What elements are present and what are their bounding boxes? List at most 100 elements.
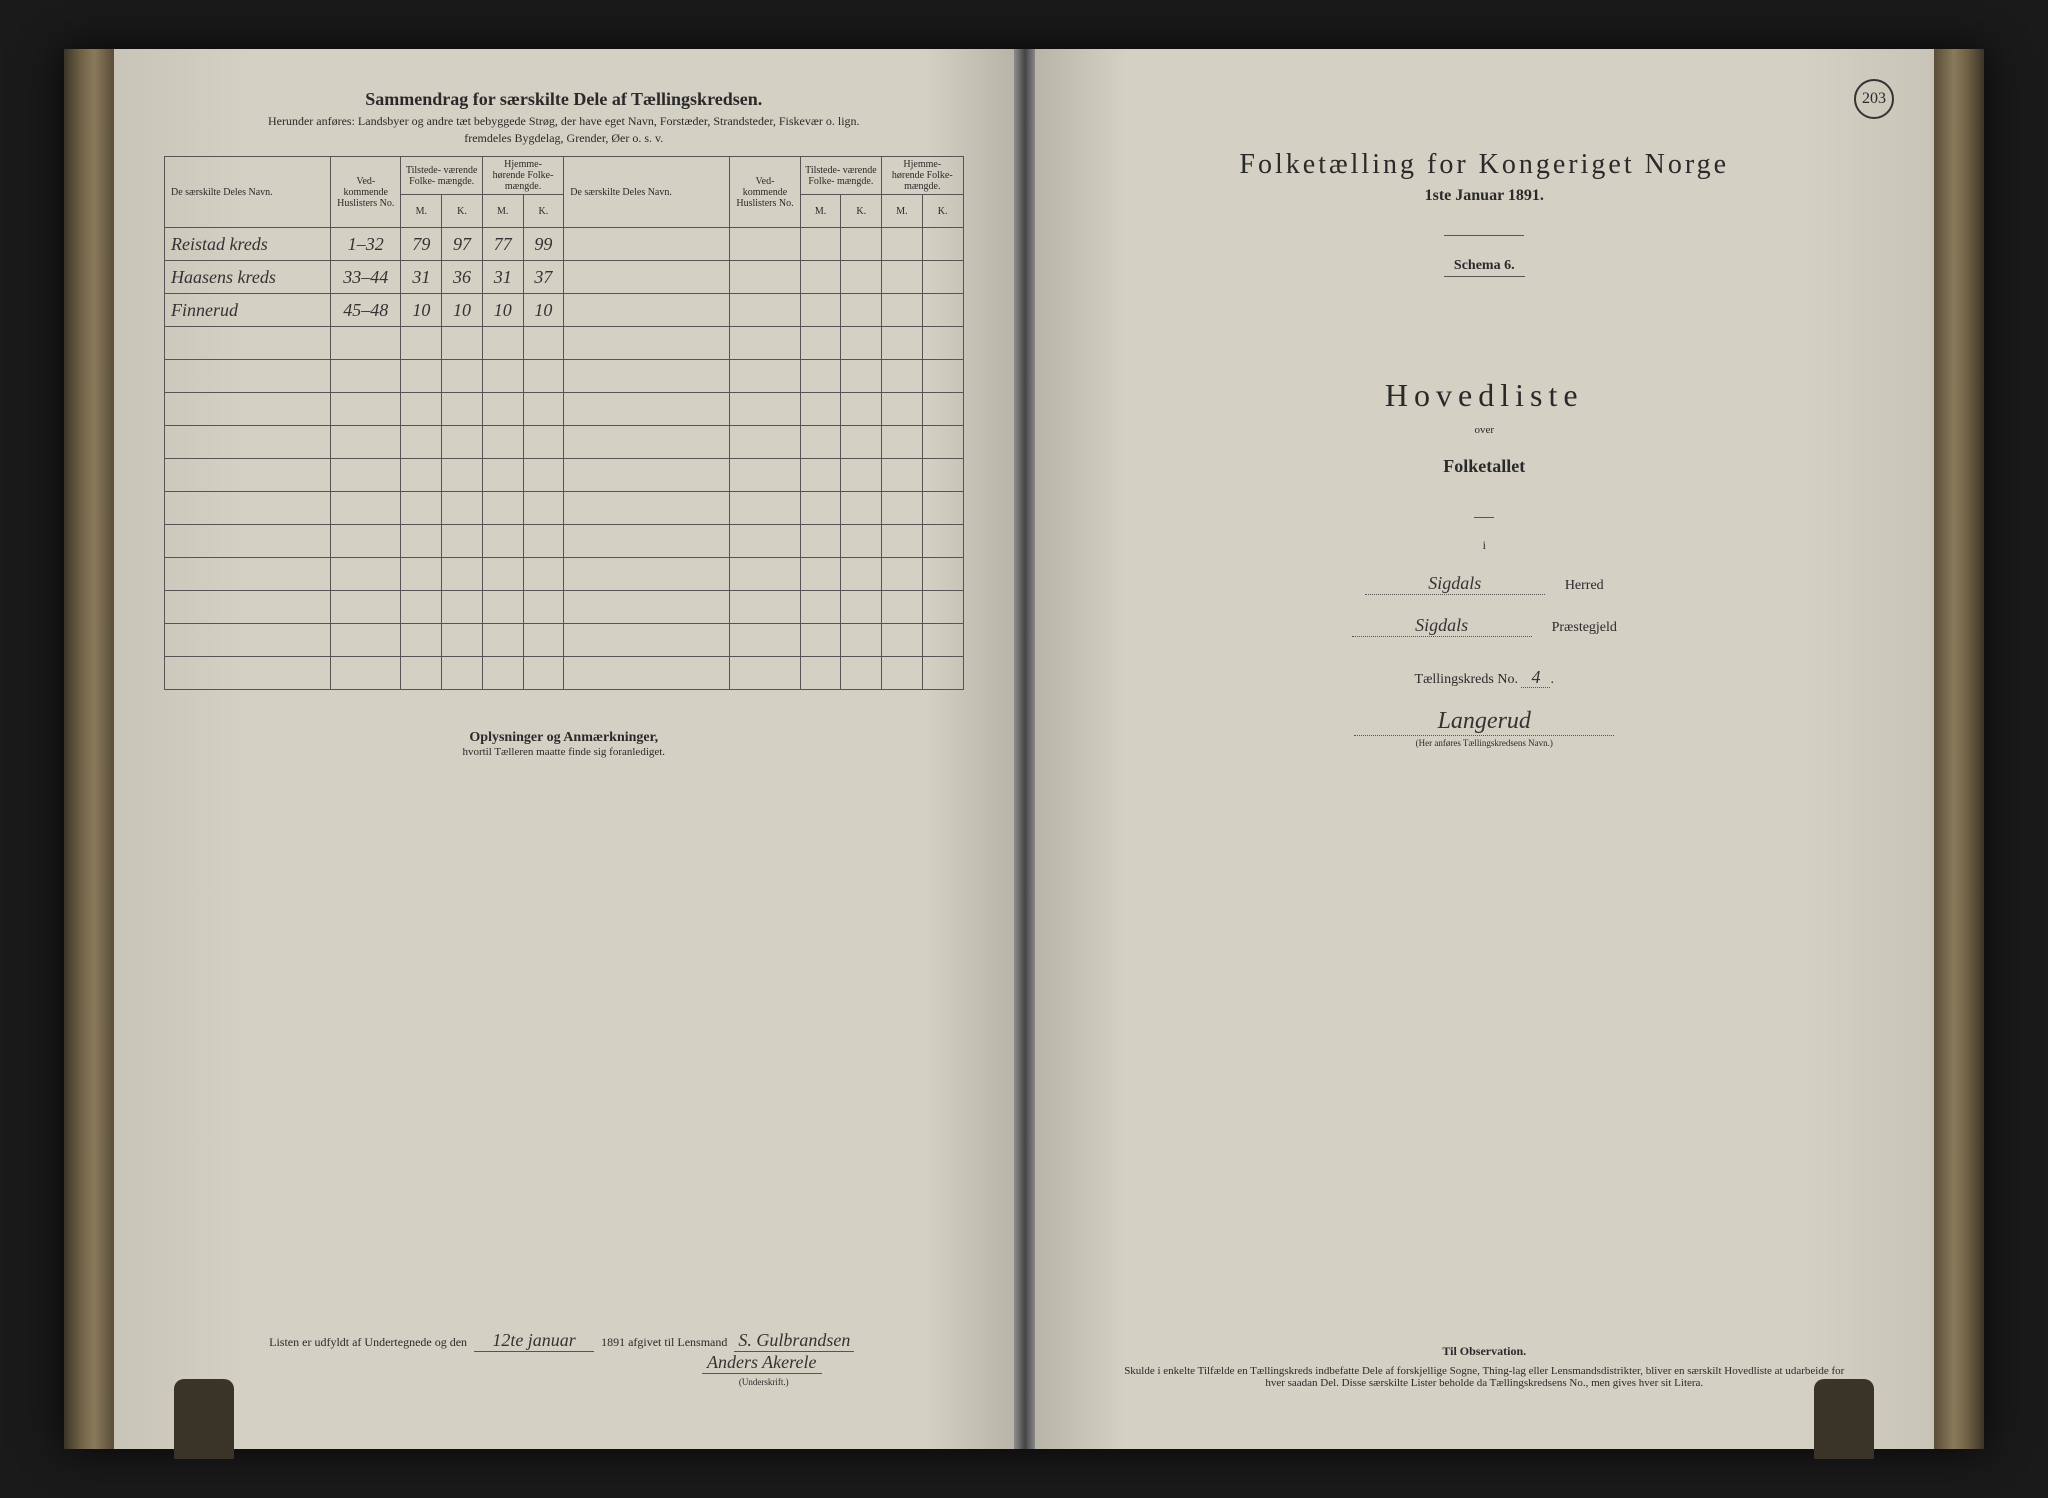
table-cell xyxy=(922,393,963,426)
table-cell xyxy=(401,558,442,591)
table-cell xyxy=(882,393,923,426)
table-cell xyxy=(442,624,483,657)
th-k: K. xyxy=(922,195,963,228)
table-row: Haasens kreds33–4431363137 xyxy=(165,261,964,294)
observation-block: Til Observation. Skulde i enkelte Tilfæl… xyxy=(1115,1344,1855,1389)
schema-label: Schema 6. xyxy=(1444,258,1525,277)
prestegjeld-row: Sigdals Præstegjeld xyxy=(1085,615,1885,637)
table-cell xyxy=(922,624,963,657)
notes-title: Oplysninger og Anmærkninger, xyxy=(164,730,964,746)
table-cell xyxy=(882,426,923,459)
table-row xyxy=(165,525,964,558)
table-cell xyxy=(800,525,841,558)
table-cell: Finnerud xyxy=(165,294,331,327)
table-cell xyxy=(523,360,564,393)
table-cell xyxy=(882,459,923,492)
table-cell xyxy=(564,492,730,525)
observation-text: Skulde i enkelte Tilfælde en Tællingskre… xyxy=(1115,1365,1855,1389)
table-cell xyxy=(401,426,442,459)
th-m: M. xyxy=(482,195,523,228)
prestegjeld-label: Præstegjeld xyxy=(1552,620,1617,636)
table-cell xyxy=(523,657,564,690)
th-k: K. xyxy=(841,195,882,228)
table-cell xyxy=(442,327,483,360)
table-cell: 79 xyxy=(401,228,442,261)
table-cell xyxy=(922,591,963,624)
table-cell xyxy=(800,327,841,360)
left-page-subtitle-1: Herunder anføres: Landsbyer og andre tæt… xyxy=(164,114,964,129)
table-cell xyxy=(165,360,331,393)
table-cell xyxy=(800,294,841,327)
table-cell xyxy=(564,228,730,261)
table-cell xyxy=(800,228,841,261)
table-cell xyxy=(442,657,483,690)
left-footer: Listen er udfyldt af Undertegnede og den… xyxy=(164,1330,964,1389)
table-cell xyxy=(841,492,882,525)
table-cell xyxy=(882,525,923,558)
table-cell xyxy=(331,459,401,492)
table-cell xyxy=(331,393,401,426)
table-cell: 97 xyxy=(442,228,483,261)
table-cell xyxy=(800,492,841,525)
over-label: over xyxy=(1085,424,1885,436)
table-cell xyxy=(331,558,401,591)
table-cell xyxy=(841,393,882,426)
table-cell xyxy=(841,624,882,657)
census-date: 1ste Januar 1891. xyxy=(1085,187,1885,205)
table-cell xyxy=(800,360,841,393)
table-cell xyxy=(165,558,331,591)
table-cell xyxy=(564,657,730,690)
table-cell: 1–32 xyxy=(331,228,401,261)
herred-value: Sigdals xyxy=(1365,573,1545,595)
table-cell xyxy=(882,624,923,657)
table-cell xyxy=(730,459,800,492)
book-clip-left xyxy=(174,1379,234,1459)
table-cell xyxy=(730,294,800,327)
table-cell: 10 xyxy=(401,294,442,327)
table-cell xyxy=(482,525,523,558)
divider xyxy=(1444,235,1524,236)
table-cell xyxy=(922,360,963,393)
table-cell xyxy=(331,426,401,459)
table-cell xyxy=(730,360,800,393)
book-spread: Sammendrag for særskilte Dele af Tælling… xyxy=(64,49,1984,1449)
th-hjemme: Hjemme- hørende Folke- mængde. xyxy=(482,157,563,195)
table-cell xyxy=(523,492,564,525)
table-cell xyxy=(331,657,401,690)
table-cell xyxy=(523,525,564,558)
table-row xyxy=(165,591,964,624)
table-cell xyxy=(482,591,523,624)
table-cell xyxy=(523,624,564,657)
signature-1: S. Gulbrandsen xyxy=(734,1330,854,1352)
table-cell: Haasens kreds xyxy=(165,261,331,294)
table-cell xyxy=(922,228,963,261)
table-cell xyxy=(800,657,841,690)
table-cell xyxy=(922,459,963,492)
table-cell xyxy=(730,591,800,624)
signature-2: Anders Akerele xyxy=(702,1352,822,1374)
table-cell xyxy=(922,492,963,525)
th-k: K. xyxy=(523,195,564,228)
table-cell xyxy=(841,327,882,360)
table-cell: 31 xyxy=(482,261,523,294)
table-cell xyxy=(482,492,523,525)
table-cell xyxy=(482,657,523,690)
table-cell xyxy=(800,591,841,624)
table-cell xyxy=(564,624,730,657)
table-cell xyxy=(482,459,523,492)
book-edge-left xyxy=(64,49,114,1449)
notes-subtitle: hvortil Tælleren maatte finde sig foranl… xyxy=(164,746,964,758)
left-page-title: Sammendrag for særskilte Dele af Tælling… xyxy=(164,89,964,110)
table-cell xyxy=(564,261,730,294)
table-cell xyxy=(165,492,331,525)
table-cell: 31 xyxy=(401,261,442,294)
table-cell xyxy=(331,591,401,624)
census-table: De særskilte Deles Navn. Ved- kommende H… xyxy=(164,156,964,690)
table-cell xyxy=(922,294,963,327)
table-cell xyxy=(882,327,923,360)
th-m: M. xyxy=(800,195,841,228)
table-cell xyxy=(922,261,963,294)
table-cell xyxy=(841,558,882,591)
table-cell xyxy=(564,360,730,393)
right-content: Folketælling for Kongeriget Norge 1ste J… xyxy=(1085,89,1885,748)
